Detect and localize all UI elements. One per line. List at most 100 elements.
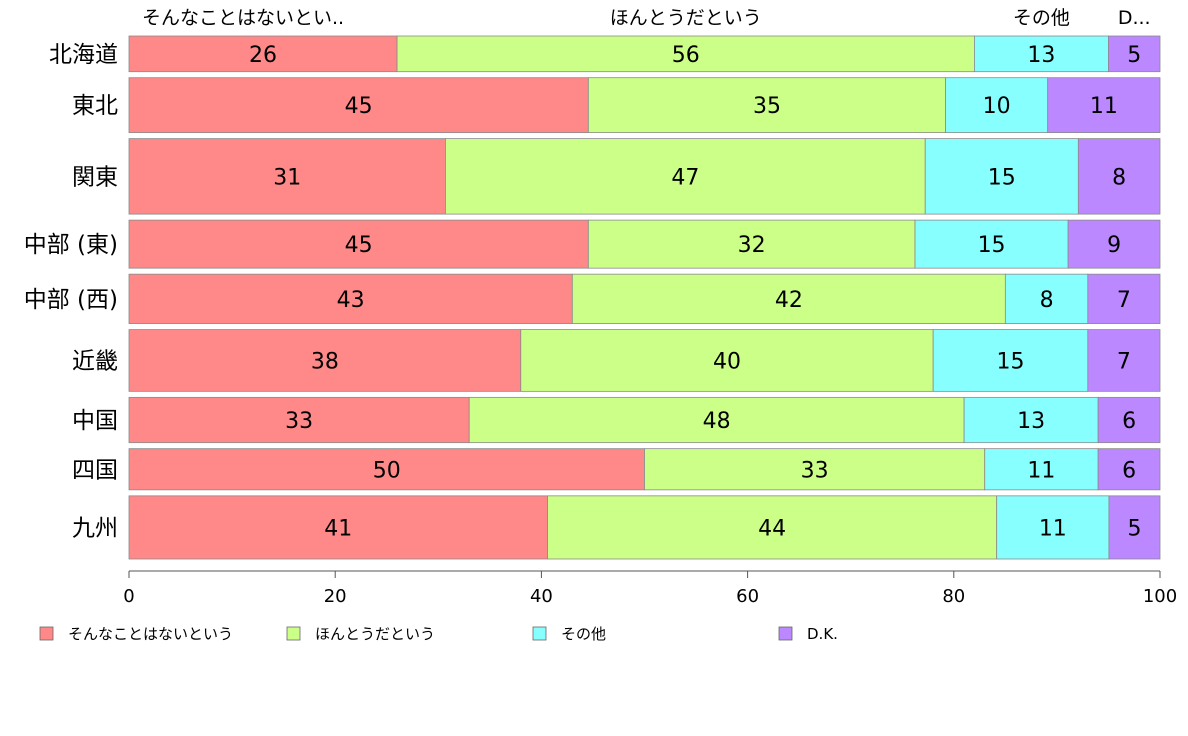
data-label: 35: [753, 94, 781, 119]
legend-swatch: [286, 626, 301, 641]
bar-segment-s1: [128, 138, 446, 215]
data-label: 6: [1122, 409, 1136, 434]
data-label: 10: [983, 94, 1011, 119]
category-label: 北海道: [49, 42, 118, 68]
data-label: 45: [345, 233, 373, 258]
bar-segment-s4: [1087, 329, 1161, 392]
data-label: 11: [1039, 516, 1067, 541]
data-label: 31: [273, 165, 301, 190]
bar-row: 33 48 13 6: [128, 396, 1161, 444]
data-label: 33: [285, 409, 313, 434]
bar-segment-s3: [945, 77, 1049, 134]
bar-segment-s1: [128, 273, 573, 324]
bar-row: 31 47 15 8: [128, 138, 1161, 215]
x-tick-label: 100: [1143, 586, 1177, 607]
x-tick-label: 60: [736, 586, 759, 607]
x-tick-label: 0: [123, 586, 134, 607]
bar-segment-s2: [587, 219, 916, 269]
bar-segment-s3: [984, 448, 1099, 491]
category-label: 東北: [72, 93, 118, 119]
category-label: 近畿: [72, 348, 118, 374]
category-label: 関東: [72, 164, 118, 190]
bar-segment-s1: [128, 77, 589, 134]
series-top-label: そんなことはないとい..: [142, 7, 344, 29]
x-tick-label: 80: [942, 586, 965, 607]
bar-segment-s3: [1004, 273, 1089, 324]
category-label: 九州: [72, 515, 118, 541]
bar-segment-s4: [1097, 396, 1161, 444]
data-label: 5: [1127, 43, 1141, 68]
data-label: 15: [988, 165, 1016, 190]
data-label: 9: [1107, 233, 1121, 258]
legend-swatch: [39, 626, 54, 641]
series-top-label: ほんとうだという: [610, 7, 762, 29]
data-label: 48: [703, 409, 731, 434]
bar-segment-s2: [445, 138, 926, 215]
data-label: 32: [738, 233, 766, 258]
data-label: 42: [775, 288, 803, 313]
bar-row: 45 35 10 11: [128, 77, 1161, 134]
bar-segment-s3: [932, 329, 1089, 392]
data-label: 13: [1017, 409, 1045, 434]
legend-label: そんなことはないという: [68, 625, 233, 643]
legend-swatch: [532, 626, 547, 641]
bar-segment-s1: [128, 396, 470, 444]
legend-label: その他: [561, 625, 606, 643]
data-label: 47: [671, 165, 699, 190]
category-label: 中部 (東): [24, 232, 118, 258]
bar-segment-s4: [1087, 273, 1161, 324]
bar-row: 50 33 11 6: [128, 448, 1161, 491]
bar-segment-s3: [914, 219, 1069, 269]
bar-segment-s1: [128, 329, 522, 392]
data-label: 8: [1040, 288, 1054, 313]
data-label: 5: [1127, 516, 1141, 541]
bar-row: 41 44 11 5: [128, 495, 1161, 560]
bar-segment-s2: [520, 329, 934, 392]
bar-segment-s1: [128, 219, 589, 269]
bar-segment-s4: [1077, 138, 1161, 215]
data-label: 38: [311, 349, 339, 374]
category-label: 中国: [72, 408, 118, 434]
data-label: 56: [672, 43, 700, 68]
bar-segment-s1: [128, 448, 645, 491]
data-label: 50: [373, 458, 401, 483]
legend-label: ほんとうだという: [315, 625, 435, 643]
bar-row: 38 40 15 7: [128, 329, 1161, 392]
data-label: 40: [713, 349, 741, 374]
bar-row: 43 42 8 7: [128, 273, 1161, 324]
data-label: 15: [997, 349, 1025, 374]
bar-segment-s4: [1067, 219, 1161, 269]
bar-row: 45 32 15 9: [128, 219, 1161, 269]
bar-row: 26 56 13 5: [128, 35, 1161, 73]
bar-segment-s2: [396, 35, 975, 73]
data-label: 8: [1112, 165, 1126, 190]
bar-segment-s3: [996, 495, 1110, 560]
bar-segment-s3: [963, 396, 1099, 444]
bar-segment-s1: [128, 35, 398, 73]
x-axis: 0 20 40 60 80 100: [123, 570, 1177, 607]
bar-segment-s3: [974, 35, 1109, 73]
legend-item: D.K.: [778, 625, 838, 643]
bar-segment-s4: [1108, 495, 1161, 560]
data-label: 11: [1090, 94, 1118, 119]
data-label: 7: [1117, 288, 1131, 313]
data-label: 33: [801, 458, 829, 483]
data-label: 43: [337, 288, 365, 313]
series-top-label: その他: [1013, 7, 1070, 29]
bar-segment-s2: [587, 77, 947, 134]
bar-segment-s2: [571, 273, 1006, 324]
legend-item: その他: [532, 625, 606, 643]
x-tick-label: 20: [324, 586, 347, 607]
bar-segment-s4: [1108, 35, 1161, 73]
data-label: 26: [249, 43, 277, 68]
bar-segment-s2: [547, 495, 998, 560]
legend-item: そんなことはないという: [39, 625, 233, 643]
category-label: 中部 (西): [24, 287, 118, 313]
legend: そんなことはないという ほんとうだという その他 D.K.: [39, 625, 838, 643]
data-label: 7: [1117, 349, 1131, 374]
bar-segment-s4: [1097, 448, 1161, 491]
x-tick-label: 40: [530, 586, 553, 607]
